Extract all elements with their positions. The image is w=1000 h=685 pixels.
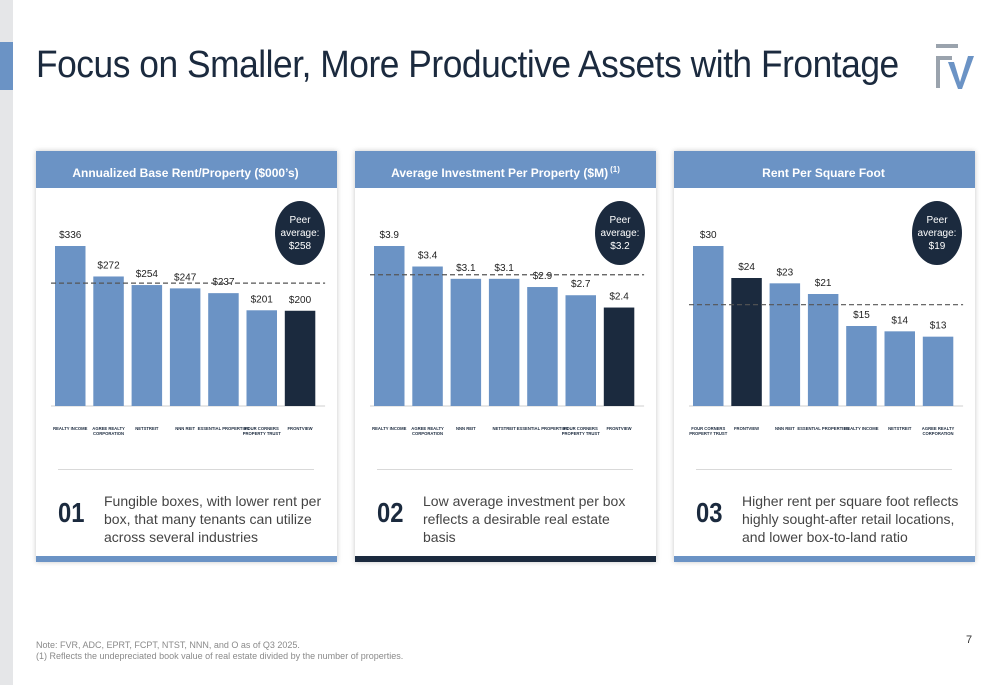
divider — [696, 469, 952, 470]
bar — [246, 310, 277, 406]
left-edge-strip — [0, 0, 13, 685]
frontview-logo-icon — [936, 44, 974, 89]
category-logo-label: AGREE REALTY CORPORATION — [411, 426, 444, 436]
bar-value-label: $21 — [815, 278, 832, 289]
card-bottom-bar — [355, 556, 656, 562]
card-rent-per-square-foot: Rent Per Square Foot $30 FOUR CORNERS PROP… — [674, 151, 975, 562]
card-number: 01 — [58, 497, 85, 528]
category-logo-label: NNN REIT — [175, 426, 195, 431]
bar — [412, 266, 443, 406]
bar-value-label: $14 — [891, 315, 908, 326]
bar-value-label: $30 — [700, 230, 717, 241]
card-description: Low average investment per box reflects … — [423, 493, 626, 545]
bar — [922, 336, 954, 406]
bar-value-label: $3.1 — [456, 263, 476, 274]
bar — [603, 307, 635, 406]
category-logo-label: ESSENTIAL PROPERTIES — [517, 426, 569, 431]
bar-value-label: $2.7 — [571, 279, 591, 290]
footnotes: Note: FVR, ADC, EPRT, FCPT, NTST, NNN, a… — [36, 640, 403, 662]
card-description: Fungible boxes, with lower rent per box,… — [104, 493, 322, 545]
bar-value-label: $336 — [59, 230, 82, 241]
bar-value-label: $200 — [289, 295, 312, 306]
footnote-scope: Note: FVR, ADC, EPRT, FCPT, NTST, NNN, a… — [36, 640, 300, 650]
card-number: 03 — [696, 497, 723, 528]
card-average-investment: Average Investment Per Property ($M) (1) … — [355, 151, 656, 562]
category-logo-label: FOUR CORNERS PROPERTY TRUST — [689, 426, 728, 436]
category-logo-label: FRONTVIEW — [734, 426, 759, 431]
bar-value-label: $3.4 — [418, 251, 438, 262]
bar — [769, 283, 801, 406]
bar-value-label: $2.9 — [533, 271, 553, 282]
bar-value-label: $272 — [97, 260, 120, 271]
footnote-1: (1) Reflects the undepreciated book valu… — [36, 651, 404, 661]
bar — [884, 331, 915, 406]
category-logo-label: FOUR CORNERS PROPERTY TRUST — [562, 426, 601, 436]
bar — [846, 326, 877, 406]
chart-title: Average Investment Per Property ($M) (1) — [355, 151, 656, 188]
bar — [93, 276, 124, 406]
bar — [731, 278, 762, 406]
bar — [693, 246, 724, 406]
category-logo-label: NETSTREIT — [135, 426, 159, 431]
title-accent-bar — [0, 42, 13, 90]
bar-value-label: $254 — [136, 269, 159, 280]
category-logo-label: REALTY INCOME — [372, 426, 406, 431]
bar — [565, 295, 596, 406]
bar — [131, 285, 163, 406]
bar-value-label: $13 — [930, 321, 947, 332]
bar-value-label: $15 — [853, 310, 870, 321]
bar — [374, 246, 405, 406]
peer-average-badge: Peer average: $3.2 — [595, 201, 645, 265]
divider — [377, 469, 633, 470]
card-annualized-base-rent: Annualized Base Rent/Property ($000’s) $… — [36, 151, 337, 562]
bar-chart: $30 FOUR CORNERS PROPERTY TRUST $24 FRONTVIE… — [689, 230, 964, 436]
chart-title: Rent Per Square Foot — [674, 151, 975, 188]
bar-value-label: $3.1 — [494, 263, 514, 274]
bar-chart: $336 REALTY INCOME $272 AGREE REALTY CORPORA… — [51, 230, 326, 436]
bar — [807, 294, 839, 406]
peer-average-badge: Peer average: $258 — [275, 201, 325, 265]
card-bottom-bar — [36, 556, 337, 562]
category-logo-label: FRONTVIEW — [287, 426, 312, 431]
bar-value-label: $2.4 — [609, 292, 629, 303]
bar — [284, 310, 316, 406]
category-logo-label: FRONTVIEW — [606, 426, 631, 431]
category-logo-label: NETSTREIT — [888, 426, 912, 431]
bar — [55, 246, 86, 406]
category-logo-label: NNN REIT — [775, 426, 795, 431]
bar-value-label: $247 — [174, 272, 197, 283]
category-logo-label: AGREE REALTY CORPORATION — [922, 426, 955, 436]
category-logo-label: ESSENTIAL PROPERTIES — [797, 426, 849, 431]
category-logo-label: NETSTREIT — [493, 426, 517, 431]
bar-value-label: $3.9 — [380, 230, 400, 241]
category-logo-label: REALTY INCOME — [844, 426, 878, 431]
category-logo-label: REALTY INCOME — [53, 426, 87, 431]
bar — [488, 278, 520, 406]
card-bottom-bar — [674, 556, 975, 562]
page-number: 7 — [966, 634, 973, 646]
bar — [169, 288, 201, 406]
card-number: 02 — [377, 497, 404, 528]
category-logo-label: FOUR CORNERS PROPERTY TRUST — [243, 426, 282, 436]
bar — [527, 287, 558, 406]
category-logo-label: AGREE REALTY CORPORATION — [92, 426, 125, 436]
bar-chart: $3.9 REALTY INCOME $3.4 AGREE REALTY CORPORA… — [370, 230, 645, 436]
bar-value-label: $24 — [738, 262, 755, 273]
bar — [208, 293, 239, 406]
bar-value-label: $201 — [251, 294, 274, 305]
bar-value-label: $23 — [777, 267, 794, 278]
divider — [58, 469, 314, 470]
peer-average-badge: Peer average: $19 — [912, 201, 962, 265]
page-title: Focus on Smaller, More Productive Assets… — [36, 44, 899, 86]
card-description: Higher rent per square foot reflects hig… — [742, 493, 959, 545]
category-logo-label: NNN REIT — [456, 426, 476, 431]
category-logo-label: ESSENTIAL PROPERTIES — [198, 426, 250, 431]
bar — [450, 278, 482, 406]
chart-title: Annualized Base Rent/Property ($000’s) — [36, 151, 337, 188]
